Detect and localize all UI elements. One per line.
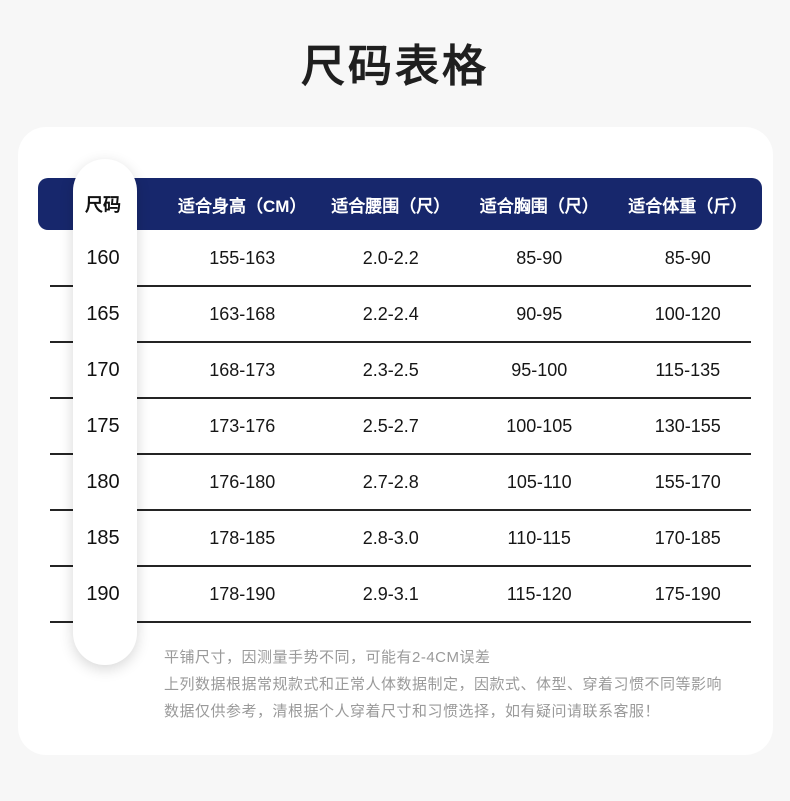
cell-waist: 2.9-3.1 — [362, 583, 419, 604]
cell-size: 190 — [86, 582, 120, 605]
note-line-reference-only: 数据仅供参考，清根据个人穿着尺寸和习惯选择，如有疑问请联系客服！ — [164, 703, 661, 720]
cell-size: 180 — [86, 470, 120, 493]
row-divider — [50, 285, 751, 287]
size-notes: 平铺尺寸，因测量手势不同，可能有2-4CM误差 上列数据根据常规款式和正常人体数… — [164, 644, 764, 725]
cell-waist: 2.5-2.7 — [362, 415, 419, 436]
cell-chest: 115-120 — [506, 583, 572, 604]
row-divider — [50, 509, 751, 511]
row-divider — [50, 397, 751, 399]
cell-size: 165 — [86, 302, 120, 325]
cell-size: 170 — [86, 358, 120, 381]
note-line-measure-error: 平铺尺寸，因测量手势不同，可能有2-4CM误差 — [164, 649, 491, 666]
cell-size: 185 — [86, 526, 120, 549]
cell-height: 155-163 — [209, 247, 276, 268]
cell-height: 178-190 — [209, 583, 276, 604]
cell-height: 173-176 — [209, 415, 276, 436]
cell-chest: 105-110 — [506, 471, 572, 492]
table-header-row: 尺码 适合身高（CM） 适合腰围（尺） 适合胸围（尺） 适合体重（斤） — [38, 178, 762, 230]
size-table: 尺码 适合身高（CM） 适合腰围（尺） 适合胸围（尺） 适合体重（斤） 160 … — [38, 159, 762, 665]
cell-weight: 175-190 — [654, 583, 721, 604]
page-title: 尺码表格 — [301, 42, 489, 91]
header-weight: 适合体重（斤） — [628, 196, 748, 216]
header-height: 适合身高（CM） — [178, 196, 307, 216]
header-size: 尺码 — [85, 195, 121, 215]
cell-waist: 2.3-2.5 — [362, 359, 419, 380]
cell-waist: 2.7-2.8 — [362, 471, 419, 492]
cell-chest: 100-105 — [506, 415, 573, 436]
row-divider — [50, 565, 751, 567]
cell-chest: 85-90 — [516, 247, 563, 268]
size-column-capsule — [73, 159, 137, 665]
cell-weight: 115-135 — [655, 359, 721, 380]
table-row: 190 178-190 2.9-3.1 115-120 175-190 — [38, 566, 762, 623]
cell-height: 168-173 — [209, 359, 276, 380]
cell-waist: 2.2-2.4 — [362, 303, 419, 324]
cell-waist: 2.8-3.0 — [362, 527, 419, 548]
row-divider — [50, 453, 751, 455]
cell-chest: 95-100 — [511, 359, 568, 380]
cell-height: 176-180 — [209, 471, 276, 492]
cell-weight: 85-90 — [664, 247, 711, 268]
table-row: 180 176-180 2.7-2.8 105-110 155-170 — [38, 454, 762, 511]
header-waist: 适合腰围（尺） — [331, 196, 451, 216]
row-divider — [50, 341, 751, 343]
table-row: 175 173-176 2.5-2.7 100-105 130-155 — [38, 398, 762, 455]
cell-height: 163-168 — [209, 303, 276, 324]
row-divider — [50, 621, 751, 623]
size-chart-card: 尺码 适合身高（CM） 适合腰围（尺） 适合胸围（尺） 适合体重（斤） 160 … — [18, 127, 773, 755]
cell-chest: 110-115 — [507, 527, 571, 548]
header-chest: 适合胸围（尺） — [479, 196, 599, 216]
table-row: 165 163-168 2.2-2.4 90-95 100-120 — [38, 286, 762, 343]
note-line-data-basis: 上列数据根据常规款式和正常人体数据制定，因款式、体型、穿着习惯不同等影响 — [164, 676, 723, 693]
table-row: 185 178-185 2.8-3.0 110-115 170-185 — [38, 510, 762, 567]
cell-chest: 90-95 — [516, 303, 563, 324]
cell-weight: 130-155 — [654, 415, 721, 436]
cell-weight: 100-120 — [654, 303, 721, 324]
cell-height: 178-185 — [209, 527, 276, 548]
table-row: 170 168-173 2.3-2.5 95-100 115-135 — [38, 342, 762, 399]
cell-weight: 155-170 — [654, 471, 721, 492]
cell-size: 160 — [86, 246, 120, 269]
table-row: 160 155-163 2.0-2.2 85-90 85-90 — [38, 230, 762, 287]
cell-waist: 2.0-2.2 — [362, 247, 419, 268]
table-body: 160 155-163 2.0-2.2 85-90 85-90 165 163-… — [38, 230, 762, 623]
cell-weight: 170-185 — [654, 527, 721, 548]
cell-size: 175 — [86, 414, 120, 437]
